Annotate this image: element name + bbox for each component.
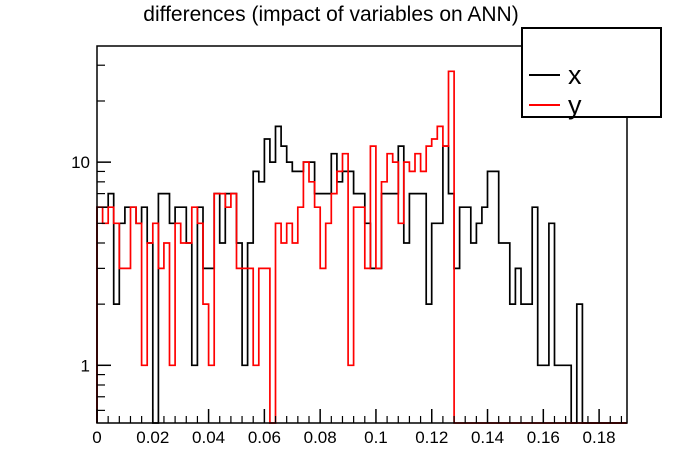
x-tick-label: 0.1 — [364, 428, 388, 447]
plot-frame — [96, 45, 628, 424]
y-axis: 1 10 — [71, 64, 111, 411]
legend-label-x: x — [568, 59, 582, 90]
x-tick-label: 0.16 — [527, 428, 560, 447]
y-tick-label: 1 — [81, 356, 90, 375]
legend: x y — [521, 27, 662, 118]
x-tick-label: 0.06 — [248, 428, 281, 447]
x-tick-label: 0.14 — [471, 428, 504, 447]
x-tick-label: 0.04 — [192, 428, 225, 447]
legend-entry-y: y — [523, 90, 660, 120]
y-tick-label: 10 — [71, 153, 90, 172]
series-y-line — [96, 70, 627, 424]
chart-title: differences (impact of variables on ANN) — [143, 3, 519, 26]
x-tick-label: 0 — [92, 428, 101, 447]
x-tick-label: 0.08 — [304, 428, 337, 447]
x-axis: 0 0.02 0.04 0.06 0.08 0.1 0.12 0.14 0.16 0.18 — [92, 409, 623, 447]
x-tick-label: 0.18 — [583, 428, 616, 447]
legend-label-y: y — [568, 89, 582, 120]
x-tick-label: 0.12 — [415, 428, 448, 447]
legend-entry-x: x — [523, 60, 660, 90]
legend-line-sample-y — [529, 104, 560, 106]
legend-line-sample-x — [529, 74, 560, 76]
x-tick-label: 0.02 — [136, 428, 169, 447]
series-x-line — [96, 125, 627, 424]
